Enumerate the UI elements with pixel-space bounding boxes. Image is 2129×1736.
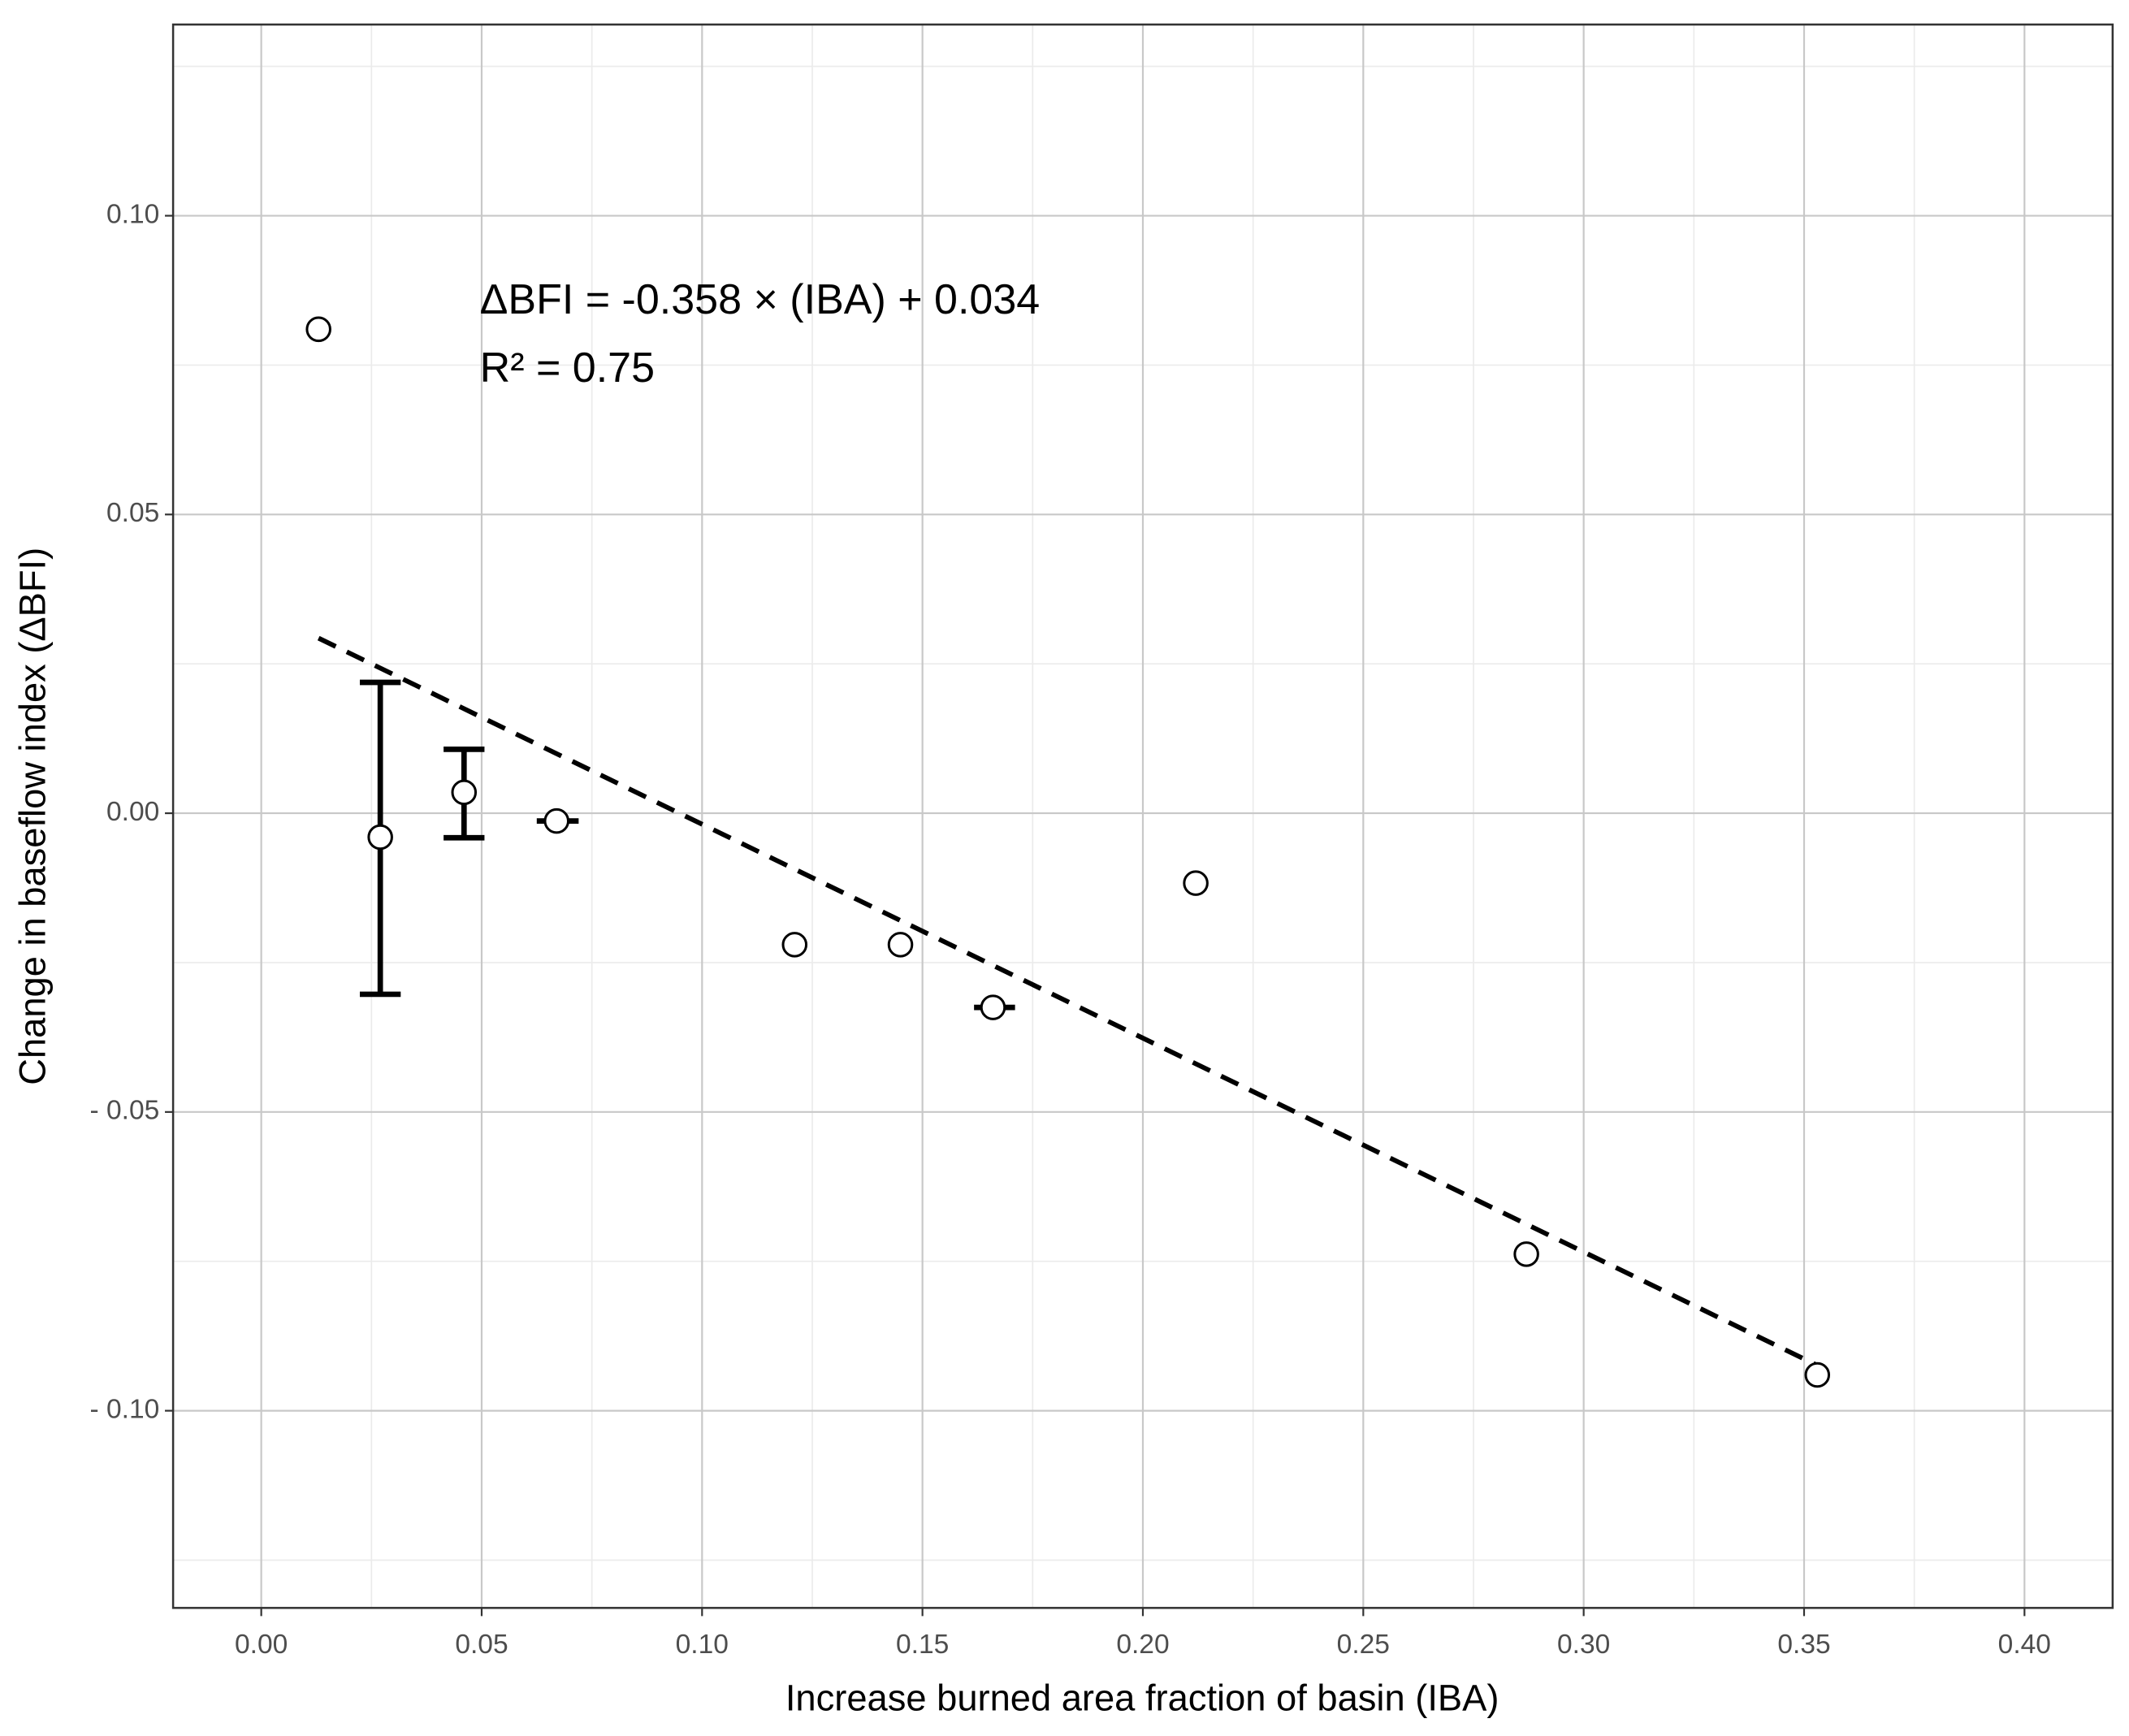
point [980, 994, 1006, 1020]
point [1804, 1362, 1831, 1388]
point [451, 779, 478, 806]
x-tick-label: 0.35 [1777, 1630, 1830, 1660]
r-squared: R² = 0.75 [480, 344, 655, 392]
point [781, 932, 808, 958]
equation: ΔBFI = -0.358 × (IBA) + 0.034 [480, 276, 1041, 323]
point [305, 316, 331, 343]
x-axis-title: Increase burned area fraction of basin (… [785, 1677, 1499, 1718]
marks [305, 316, 1831, 1388]
y-tick-label: 0.10 [106, 199, 159, 229]
x-tick-label: 0.40 [1998, 1630, 2051, 1660]
x-tick-label: 0.05 [455, 1630, 508, 1660]
x-tick-label: 0.00 [235, 1630, 288, 1660]
y-tick-label: - 0.10 [90, 1394, 160, 1424]
fit-line [317, 635, 1819, 1368]
x-tick-label: 0.25 [1337, 1630, 1390, 1660]
x-tick-label: 0.20 [1116, 1630, 1169, 1660]
y-tick-label: 0.05 [106, 498, 159, 528]
point [1513, 1241, 1539, 1267]
grid [165, 24, 2113, 1617]
x-tick-label: 0.10 [676, 1630, 729, 1660]
y-axis-title: Change in baseflow index (ΔBFI) [12, 548, 54, 1085]
x-tick-label: 0.30 [1557, 1630, 1610, 1660]
point [1183, 870, 1209, 896]
point [367, 824, 393, 851]
point [887, 932, 914, 958]
point [543, 807, 570, 834]
y-tick-label: 0.00 [106, 797, 159, 827]
panel-border [171, 23, 2114, 1609]
y-tick-label: - 0.05 [90, 1096, 160, 1126]
x-tick-label: 0.15 [896, 1630, 949, 1660]
